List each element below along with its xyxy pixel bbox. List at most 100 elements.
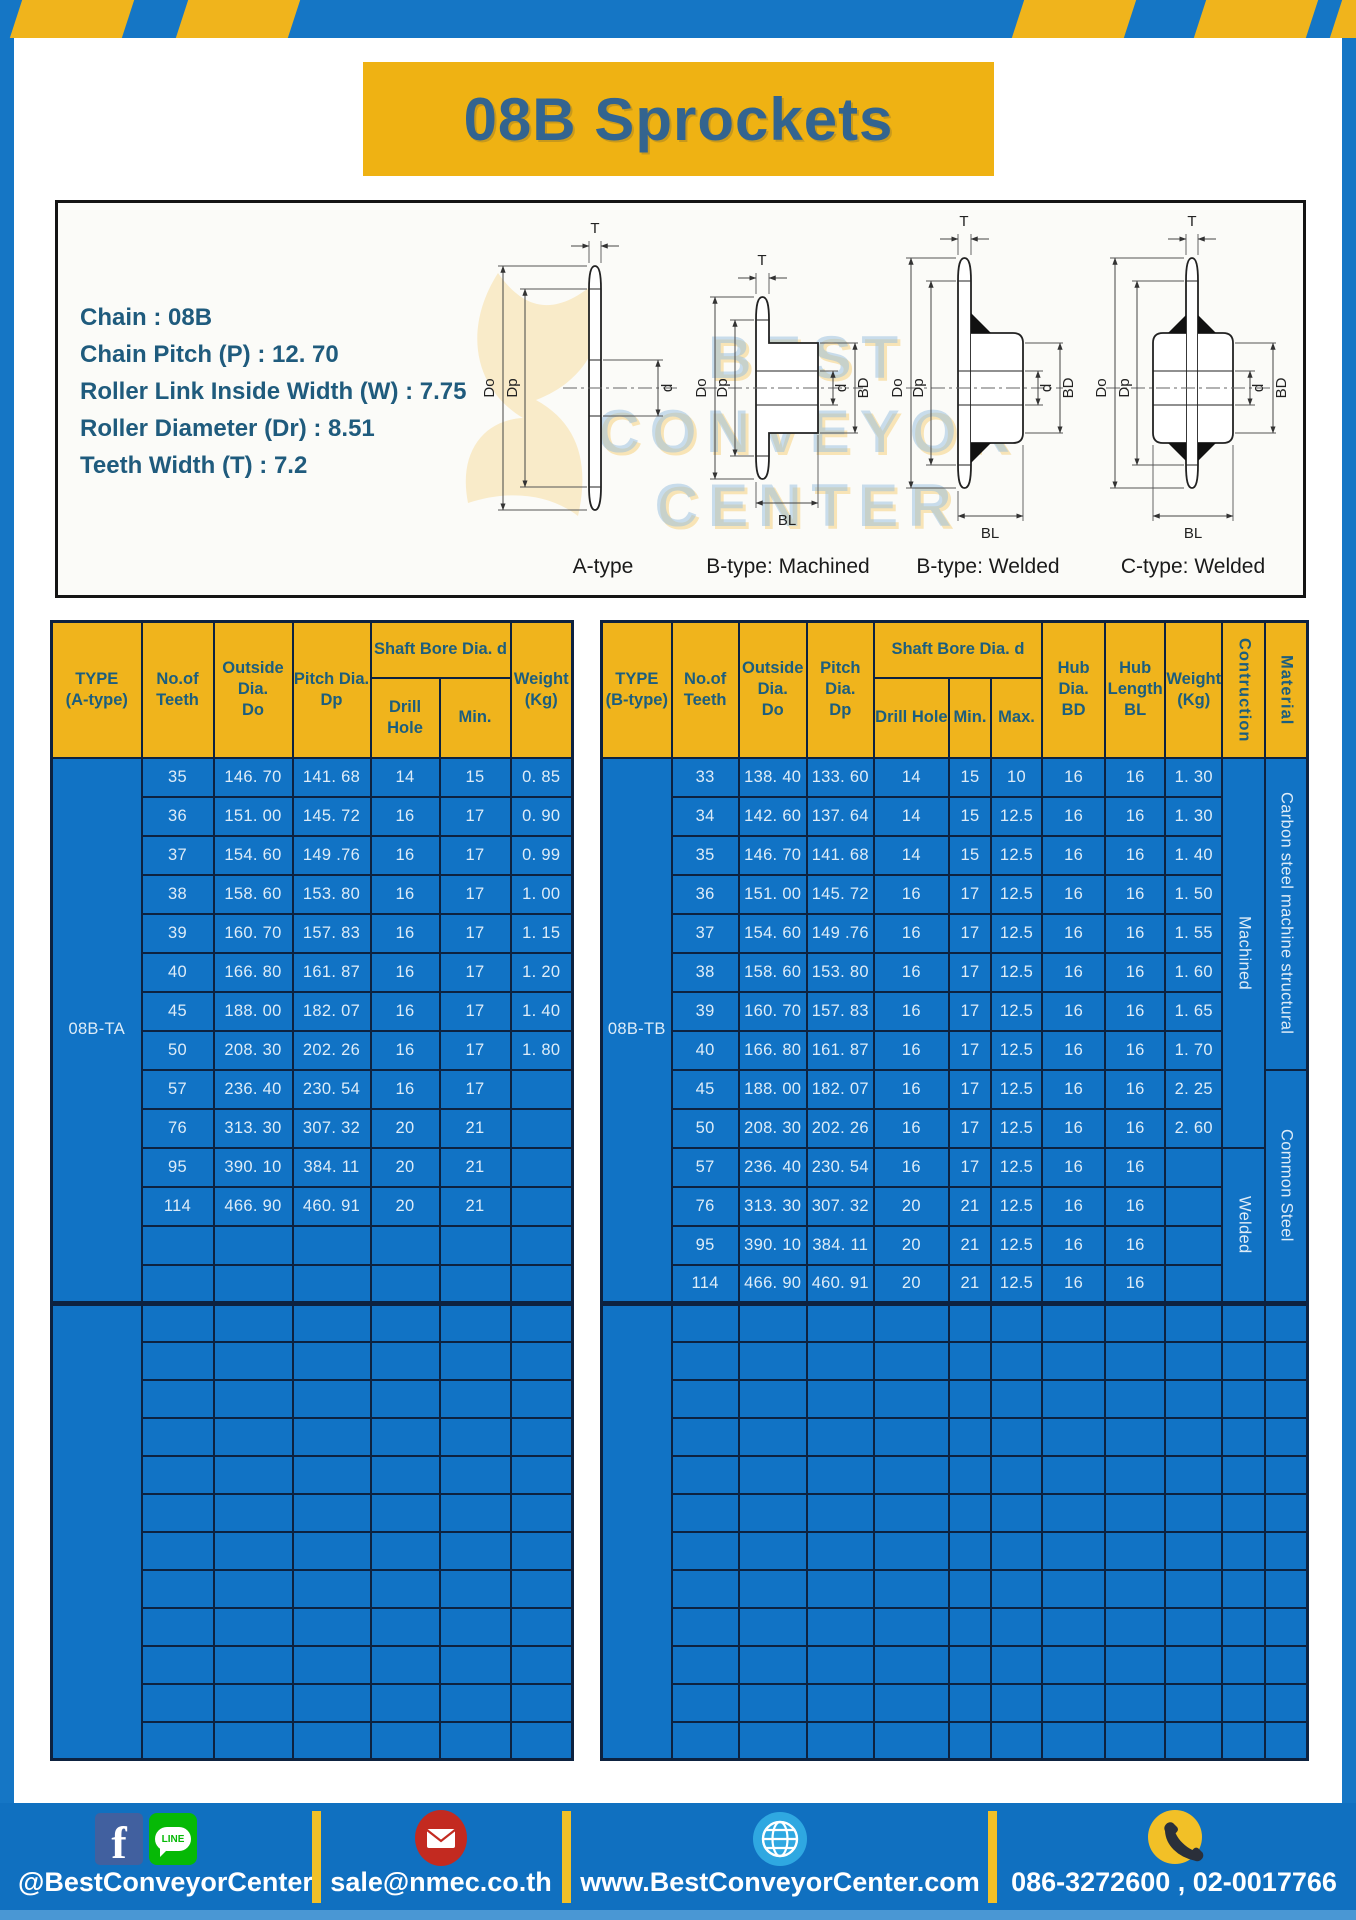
website-link[interactable]: www.BestConveyorCenter.com <box>580 1867 980 1897</box>
svg-text:BD: BD <box>1273 377 1290 398</box>
data-cell <box>212 1378 294 1419</box>
svg-text:T: T <box>1187 213 1196 230</box>
data-cell: 16 <box>1104 1146 1167 1188</box>
data-cell <box>438 1492 512 1533</box>
phone-icon[interactable] <box>1146 1808 1204 1866</box>
data-cell <box>1164 1454 1224 1495</box>
data-cell: 16 <box>1041 990 1107 1032</box>
data-cell: 1. 65 <box>1164 990 1224 1032</box>
col-header-type: TYPE (B-type) <box>600 620 673 759</box>
data-cell <box>212 1644 294 1685</box>
data-cell <box>140 1340 215 1381</box>
data-cell <box>670 1530 740 1571</box>
data-cell <box>509 1606 574 1647</box>
social-handle-link[interactable]: @BestConveyorCenter <box>18 1867 313 1897</box>
data-cell <box>872 1568 950 1609</box>
svg-text:BL: BL <box>981 525 999 542</box>
data-cell: 17 <box>438 1029 512 1071</box>
data-cell <box>670 1340 740 1381</box>
data-cell: 16 <box>872 1029 950 1071</box>
data-cell <box>989 1606 1044 1647</box>
data-cell <box>1041 1720 1107 1761</box>
data-cell <box>509 1185 574 1227</box>
data-cell <box>1104 1301 1167 1343</box>
line-app-icon[interactable]: LINE <box>149 1813 197 1865</box>
svg-text:Do: Do <box>481 378 498 397</box>
a-type-drawing: T Do Dp d <box>481 220 680 511</box>
data-cell: 16 <box>1041 951 1107 993</box>
data-cell: 145. 72 <box>291 795 372 837</box>
data-cell: 151. 00 <box>737 873 808 915</box>
data-cell: 16 <box>1104 1068 1167 1110</box>
table-row: 08B-TB 33 138. 40 133. 60 14 15 10 16 16 1. 30 Mac… <box>600 756 1309 1305</box>
data-cell: 12.5 <box>989 873 1044 915</box>
data-cell <box>291 1224 372 1266</box>
data-cell <box>737 1378 808 1419</box>
data-cell: 114 <box>140 1185 215 1227</box>
data-cell <box>670 1416 740 1457</box>
data-cell: 202. 26 <box>291 1029 372 1071</box>
data-cell: 45 <box>140 990 215 1032</box>
data-cell <box>291 1340 372 1381</box>
svg-text:BD: BD <box>1060 377 1077 398</box>
email-icon[interactable] <box>414 1809 468 1867</box>
data-cell: 15 <box>947 795 992 837</box>
data-cell <box>438 1378 512 1419</box>
data-cell: 16 <box>1104 795 1167 837</box>
page-border-right <box>1342 0 1356 1920</box>
data-cell: 16 <box>1041 1263 1107 1305</box>
data-cell <box>509 1682 574 1723</box>
data-cell <box>872 1301 950 1343</box>
data-cell <box>805 1568 875 1609</box>
data-cell <box>212 1682 294 1723</box>
data-cell: 14 <box>872 756 950 798</box>
data-cell <box>291 1263 372 1305</box>
data-cell <box>805 1378 875 1419</box>
svg-text:Dp: Dp <box>714 378 731 397</box>
svg-text:T: T <box>757 252 766 269</box>
data-cell <box>369 1682 441 1723</box>
data-cell <box>947 1530 992 1571</box>
data-cell: 313. 30 <box>737 1185 808 1227</box>
table-row: 39 160. 70 157. 83 16 17 12.5 16 16 1. 65 <box>602 990 1308 1032</box>
data-cell: 16 <box>1104 951 1167 993</box>
data-cell <box>1104 1378 1167 1419</box>
svg-text:Do: Do <box>693 378 710 397</box>
title-banner: 08B Sprockets <box>363 62 994 176</box>
data-cell: 230. 54 <box>805 1146 875 1188</box>
spec-roller-width: Roller Link Inside Width (W) : 7.75 <box>80 378 467 405</box>
table-row: 45 188. 00 182. 07 16 17 1. 40 <box>52 990 574 1032</box>
data-cell: 208. 30 <box>212 1029 294 1071</box>
data-cell <box>1041 1340 1107 1381</box>
facebook-icon[interactable]: f <box>95 1813 143 1866</box>
table-row <box>602 1644 1309 1685</box>
table-row: 37 154. 60 149 .76 16 17 12.5 16 16 1. 55 <box>602 912 1308 954</box>
data-cell <box>1164 1568 1224 1609</box>
table-a-type: TYPE (A-type) No.of Teeth Outside Dia. D… <box>50 620 574 1761</box>
data-cell: 21 <box>947 1224 992 1266</box>
data-cell <box>1041 1301 1107 1343</box>
col-header-shaft-bore: Shaft Bore Dia. d <box>872 620 1044 679</box>
data-cell: 16 <box>1104 834 1167 876</box>
data-cell: 21 <box>438 1146 512 1188</box>
data-cell: 76 <box>140 1107 215 1149</box>
data-cell <box>805 1720 875 1761</box>
svg-text:d: d <box>833 384 850 392</box>
data-cell <box>1221 1568 1267 1609</box>
diagram-label-b-welded: B-type: Welded <box>916 555 1060 578</box>
data-cell <box>509 1492 574 1533</box>
data-cell: 12.5 <box>989 990 1044 1032</box>
data-cell: 57 <box>670 1146 740 1188</box>
table-row: 95 390. 10 384. 11 20 21 <box>52 1146 574 1188</box>
col-header-weight: Weight (Kg) <box>1164 620 1224 759</box>
website-globe-icon[interactable] <box>752 1811 808 1867</box>
table-row: 114 466. 90 460. 91 20 21 12.5 16 16 <box>602 1263 1308 1305</box>
hazard-stripe <box>9 0 135 38</box>
data-cell <box>291 1492 372 1533</box>
email-link[interactable]: sale@nmec.co.th <box>330 1867 552 1897</box>
type-cell <box>600 1301 673 1761</box>
phone-numbers[interactable]: 086-3272600 , 02-0017766 <box>1011 1867 1337 1897</box>
b-type-machined-drawing: T Do Dp d <box>693 252 872 529</box>
footer-divider <box>988 1811 997 1903</box>
data-cell: 14 <box>872 795 950 837</box>
